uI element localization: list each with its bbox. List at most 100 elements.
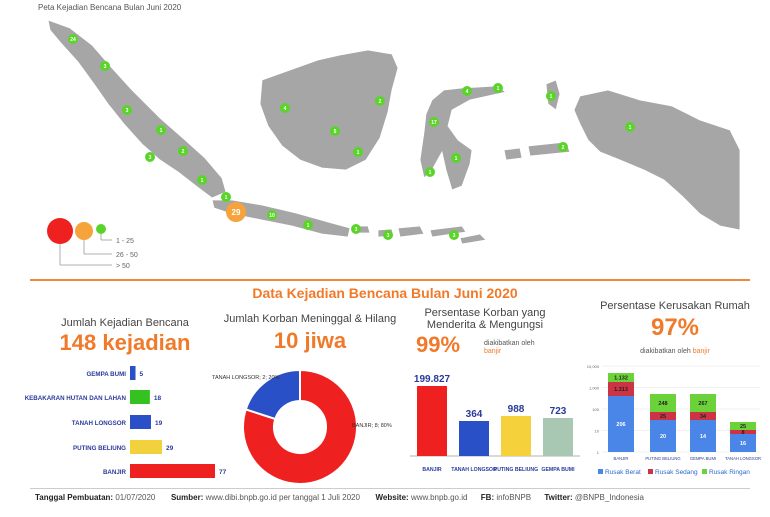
chart4-value-label: 8 [741,430,744,436]
chart4-bar-segment [730,434,756,452]
map-marker [353,147,363,157]
chart2-slice-label: TANAH LONGSOR; 2; 20% [212,375,280,381]
legend-label-medium: 26 - 50 [116,252,138,259]
chart4-value-label: 34 [700,414,707,420]
chart3-value-label: 199.827 [414,374,451,385]
panel1-value: 148 [59,330,97,355]
map-marker [303,220,313,230]
map-marker [375,96,385,106]
chart4-bar-segment [690,412,716,420]
map-marker-label: 2 [379,99,382,105]
chart4-tick-label: 10 [595,429,600,434]
island-sumatra [47,19,227,199]
map-marker-label: 1 [455,156,458,162]
panel1-unit: kejadian [102,330,191,355]
map-marker [221,192,231,202]
map-marker-label: 5 [334,129,337,135]
chart1-category-label: GEMPA BUMI [86,371,126,378]
map-marker [122,105,132,115]
chart1-bar [130,415,151,429]
map-marker-label: 1 [550,94,553,100]
chart4-bar-segment [650,412,676,420]
chart4-value-label: 25 [660,414,666,420]
map-marker [197,175,207,185]
map-title: Peta Kejadian Bencana Bulan Juni 2020 [38,3,182,12]
chart4-legend-label: Rusak Ringan [709,469,750,476]
chart4-legend-swatch [702,469,707,474]
chart3-bar [543,418,573,456]
chart4-legend-label: Rusak Sedang [655,469,698,476]
panel2-unit: jiwa [304,328,347,353]
chart4-tick-label: 10,000 [587,364,600,369]
panel3-title: Persentase Korban yang Menderita & Mengu… [424,307,546,331]
chart4-value-label: 14 [700,434,707,440]
chart4-value-label: 25 [740,424,746,430]
chart3-value-label: 988 [508,404,525,415]
chart3-category-label: TANAH LONGSOR [451,467,497,473]
map-marker-label: 10 [269,213,275,219]
panel1-headline: 148 kejadian [40,330,210,356]
chart4-bar-segment [730,430,756,434]
panel2-value: 10 [273,328,299,353]
map-marker [558,142,568,152]
chart4-category-label: PUTING BELIUNG [645,456,680,461]
panel1-title: Jumlah Kejadian Bencana [61,317,189,329]
map-marker [280,103,290,113]
chart4-value-label: 16 [740,441,746,447]
chart4-bar-segment [690,420,716,452]
map-marker-label: 24 [70,37,76,43]
chart4-bar-segment [608,396,634,452]
panel3-note-highlight: banjir [484,348,502,355]
legend-label-small: 1 - 25 [116,238,134,245]
island-kalimantan [259,49,399,171]
map-marker [625,122,635,132]
chart4-value-label: 267 [698,401,707,407]
map-marker [449,230,459,240]
island-buru [503,147,523,161]
map-marker [178,146,188,156]
divider-bottom [30,488,750,489]
chart4-legend-swatch [598,469,603,474]
panel4-note: diakibatkan oleh banjir [590,348,760,355]
panel4-title: Persentase Kerusakan Rumah [600,300,750,312]
map-marker [546,91,556,101]
map-marker [156,125,166,135]
footer-website-value: www.bnpb.go.id [410,493,468,502]
map-marker-label: 3 [355,227,358,233]
footer-fb-value: infoBNPB [496,493,532,502]
map-marker-label: 1 [429,170,432,176]
chart4-category-label: GEMPA BUMI [690,456,716,461]
panel2-title: Jumlah Korban Meninggal & Hilang [223,313,397,325]
chart4-value-label: 206 [616,422,625,428]
chart3-category-label: GEMPA BUMI [541,467,575,473]
panel4-note-prefix: diakibatkan oleh [640,348,691,355]
footer-website-label: Website: [375,493,409,502]
chart1-bar [130,440,163,454]
chart4-legend-swatch [648,469,653,474]
map-marker-label: 3 [104,64,107,70]
chart3-bar [417,386,447,456]
chart4-category-label: BANJIR [614,456,629,461]
footer-twitter-label: Twitter: [544,493,573,502]
map-marker-label: 1 [629,125,632,131]
island-timor [459,233,487,245]
map-marker-label: 1 [160,128,163,134]
map-marker [429,117,439,127]
map-marker [145,152,155,162]
map-marker-label: 1 [497,86,500,92]
panel2-headline: 10 jiwa [220,328,400,354]
chart3-bar [459,421,489,456]
main-title: Data Kejadian Bencana Bulan Juni 2020 [252,285,518,301]
map-marker-label: 1 [307,223,310,229]
map-marker [68,34,78,44]
chart1-category-label: KEBAKARAN HUTAN DAN LAHAN [25,395,127,402]
chart4-bar-segment [690,394,716,412]
map-marker-label: 3 [387,233,390,239]
map-marker [267,210,277,220]
chart2-slice [242,368,358,485]
map-marker-label: 4 [466,89,469,95]
map-marker-label: 1 [357,150,360,156]
map-marker [351,224,361,234]
map-marker [425,167,435,177]
footer-source-value: www.dibi.bnpb.go.id per tanggal 1 Juli 2… [205,493,360,502]
